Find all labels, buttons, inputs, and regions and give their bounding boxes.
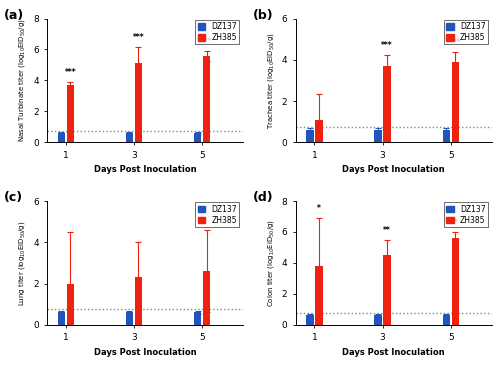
Text: *: * (317, 204, 321, 213)
Bar (452, 62, 459, 142)
Bar (374, 130, 382, 142)
Text: ***: *** (64, 68, 76, 77)
X-axis label: Days Post Inoculation: Days Post Inoculation (342, 348, 445, 357)
Bar (134, 64, 142, 142)
Bar (66, 85, 74, 142)
Text: ***: *** (201, 37, 212, 46)
Legend: DZ137, ZH385: DZ137, ZH385 (196, 203, 239, 227)
Bar (374, 315, 382, 325)
Y-axis label: Lung titer (log$_{10}$EID$_{50}$/g): Lung titer (log$_{10}$EID$_{50}$/g) (18, 220, 28, 306)
Bar (194, 312, 202, 325)
Bar (306, 130, 314, 142)
Text: ***: *** (132, 33, 144, 42)
Legend: DZ137, ZH385: DZ137, ZH385 (196, 20, 239, 45)
Text: **: ** (383, 226, 391, 235)
Bar (384, 66, 391, 142)
Bar (315, 120, 322, 142)
Legend: DZ137, ZH385: DZ137, ZH385 (444, 203, 488, 227)
Text: (b): (b) (252, 9, 273, 22)
Bar (315, 266, 322, 325)
Y-axis label: Trachea titer (log$_{10}$EID$_{50}$/g): Trachea titer (log$_{10}$EID$_{50}$/g) (266, 32, 276, 129)
Bar (203, 271, 210, 325)
Text: **: ** (452, 218, 459, 227)
Bar (306, 315, 314, 325)
Bar (58, 133, 65, 142)
Bar (452, 238, 459, 325)
Y-axis label: Nasal Turbinate titer (log$_{10}$EID$_{50}$/g): Nasal Turbinate titer (log$_{10}$EID$_{5… (18, 19, 28, 142)
Y-axis label: Colon titer (log$_{10}$EID$_{50}$/g): Colon titer (log$_{10}$EID$_{50}$/g) (266, 219, 276, 307)
Bar (442, 315, 450, 325)
Text: ***: *** (450, 38, 461, 47)
X-axis label: Days Post Inoculation: Days Post Inoculation (94, 348, 196, 357)
Bar (194, 133, 202, 142)
X-axis label: Days Post Inoculation: Days Post Inoculation (342, 165, 445, 174)
Text: (a): (a) (4, 9, 24, 22)
Bar (58, 312, 65, 325)
Bar (126, 133, 133, 142)
X-axis label: Days Post Inoculation: Days Post Inoculation (94, 165, 196, 174)
Bar (384, 255, 391, 325)
Bar (126, 312, 133, 325)
Bar (442, 130, 450, 142)
Text: (c): (c) (4, 191, 23, 204)
Text: (d): (d) (252, 191, 273, 204)
Text: ***: *** (382, 41, 393, 50)
Bar (203, 56, 210, 142)
Bar (134, 277, 142, 325)
Bar (66, 284, 74, 325)
Legend: DZ137, ZH385: DZ137, ZH385 (444, 20, 488, 45)
